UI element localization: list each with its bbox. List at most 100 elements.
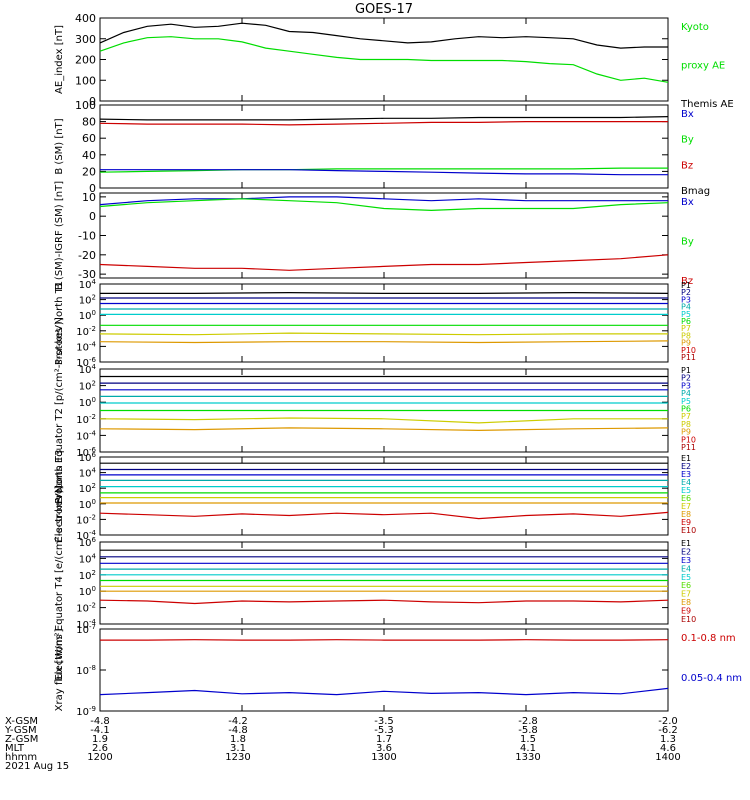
y-tick-label: 104 (79, 278, 97, 291)
y-tick-label: 10-6 (76, 446, 96, 459)
legend-label: 0.05-0.4 nm (681, 673, 742, 684)
y-tick-label: 100 (79, 585, 96, 598)
panel-2: 0 20 40 60 80 100 B (SM) [nT] Bx By Bz Bmag (54, 99, 710, 197)
legend-label: P10 (681, 435, 696, 444)
row-value: -4.8 (90, 716, 110, 727)
y-tick-label: 100 (79, 396, 96, 409)
row-value: 1200 (87, 752, 112, 763)
y-tick-label: 104 (79, 467, 97, 480)
row-value: 4.6 (660, 743, 676, 754)
y-tick-label: 10-4 (76, 618, 96, 631)
row-value: -5.3 (374, 725, 394, 736)
row-value: -2.8 (518, 716, 538, 727)
legend-label: Kyoto (681, 22, 709, 33)
y-tick-label: 10-2 (76, 413, 96, 426)
series-line-p8 (99, 427, 669, 432)
y-tick-label: 80 (82, 116, 96, 129)
y-tick-label: 10 (82, 191, 96, 204)
series-line-by (99, 198, 669, 212)
series-line-p8 (99, 340, 669, 344)
legend-label: E9 (681, 518, 691, 527)
legend-label: E5 (681, 573, 691, 582)
row-label: Z-GSM (5, 734, 38, 745)
legend-label: E2 (681, 547, 691, 556)
series-line-e9 (99, 511, 669, 520)
y-tick-label: 102 (79, 380, 96, 393)
y-tick-label: 102 (79, 569, 96, 582)
y-tick-label: 104 (79, 552, 97, 565)
y-axis-label: Protons North T1 (54, 281, 65, 365)
row-value: -2.0 (658, 716, 678, 727)
y-tick-label: 10-2 (76, 513, 96, 526)
row-value: -6.2 (658, 725, 678, 736)
legend-label: E3 (681, 556, 691, 565)
row-value: -4.8 (228, 725, 248, 736)
series-line-bx (99, 196, 668, 206)
row-value: 1230 (225, 752, 250, 763)
y-axis-label: Electrons Equator T4 [e/(cm²-s-sr-keV)] (54, 485, 65, 680)
row-label: X-GSM (5, 716, 38, 727)
y-tick-label: 400 (75, 12, 96, 25)
legend-label: By (681, 135, 694, 146)
y-tick-label: 10-2 (76, 325, 96, 338)
y-tick-label: 100 (75, 74, 96, 87)
legend-label: E1 (681, 539, 691, 548)
series-line-p7 (99, 332, 668, 336)
series-line-bmag (99, 116, 669, 121)
legend-label: proxy AE (681, 61, 725, 72)
legend-label: P10 (681, 346, 696, 355)
legend-label: E3 (681, 470, 691, 479)
legend-label: Bmag (681, 186, 710, 197)
y-tick-label: 60 (82, 132, 96, 145)
legend-label: E8 (681, 598, 691, 607)
panel-frame (99, 283, 669, 363)
legend-label: E5 (681, 486, 691, 495)
legend-label: E10 (681, 526, 696, 535)
row-label: MLT (5, 743, 25, 754)
y-tick-label: -20 (78, 249, 96, 262)
legend-label: P5 (681, 397, 691, 406)
y-tick-label: 106 (79, 536, 97, 549)
y-tick-label: 10-7 (76, 623, 96, 636)
series-line-p7 (99, 417, 668, 424)
y-axis-label: Electrons North T3 (54, 449, 65, 542)
legend-label: P7 (681, 412, 691, 421)
y-tick-label: 0 (89, 182, 96, 195)
y-tick-label: 106 (79, 451, 97, 464)
row-value: 1.3 (660, 734, 676, 745)
y-tick-label: 102 (79, 294, 96, 307)
row-value: 2.6 (92, 743, 108, 754)
y-tick-label: -30 (78, 268, 96, 281)
panel-frame (99, 192, 669, 279)
legend-label: E7 (681, 502, 691, 511)
row-value: -4.2 (228, 716, 248, 727)
y-tick-label: 300 (75, 33, 96, 46)
y-tick-label: 102 (79, 482, 96, 495)
legend-label: P8 (681, 420, 691, 429)
panel-8: 10-7 10-8 10-9 Xray flux [W/m²] 0.1-0.8 nm 0.… (54, 623, 742, 718)
series-line-e9 (99, 599, 669, 605)
panel-frame (99, 456, 669, 536)
legend-label: Bz (681, 160, 693, 171)
legend-label: Bz (681, 276, 693, 287)
y-tick-label: 10-8 (76, 664, 96, 677)
legend-label: Bx (681, 109, 694, 120)
legend-label: P9 (681, 428, 691, 437)
row-value: 1400 (655, 752, 680, 763)
row-value: 1.7 (376, 734, 392, 745)
series-line-kyoto-proxy-ae (99, 36, 669, 83)
figure-title: GOES-17 (355, 2, 413, 17)
legend-label: P2 (681, 374, 691, 383)
y-axis-label: Protons Equator T2 [p/(cm²-s-sr-keV)] (54, 317, 65, 504)
panel-5: 104 102 100 10-2 10-4 10-6 Protons Equator T2 … (54, 317, 696, 504)
legend-label: E6 (681, 494, 691, 503)
row-label: Y-GSM (4, 725, 37, 736)
legend-label: E8 (681, 510, 691, 519)
legend-label: E7 (681, 590, 691, 599)
panel-frame (99, 628, 669, 712)
legend-label: P3 (681, 381, 691, 390)
row-value: 1.9 (92, 734, 108, 745)
